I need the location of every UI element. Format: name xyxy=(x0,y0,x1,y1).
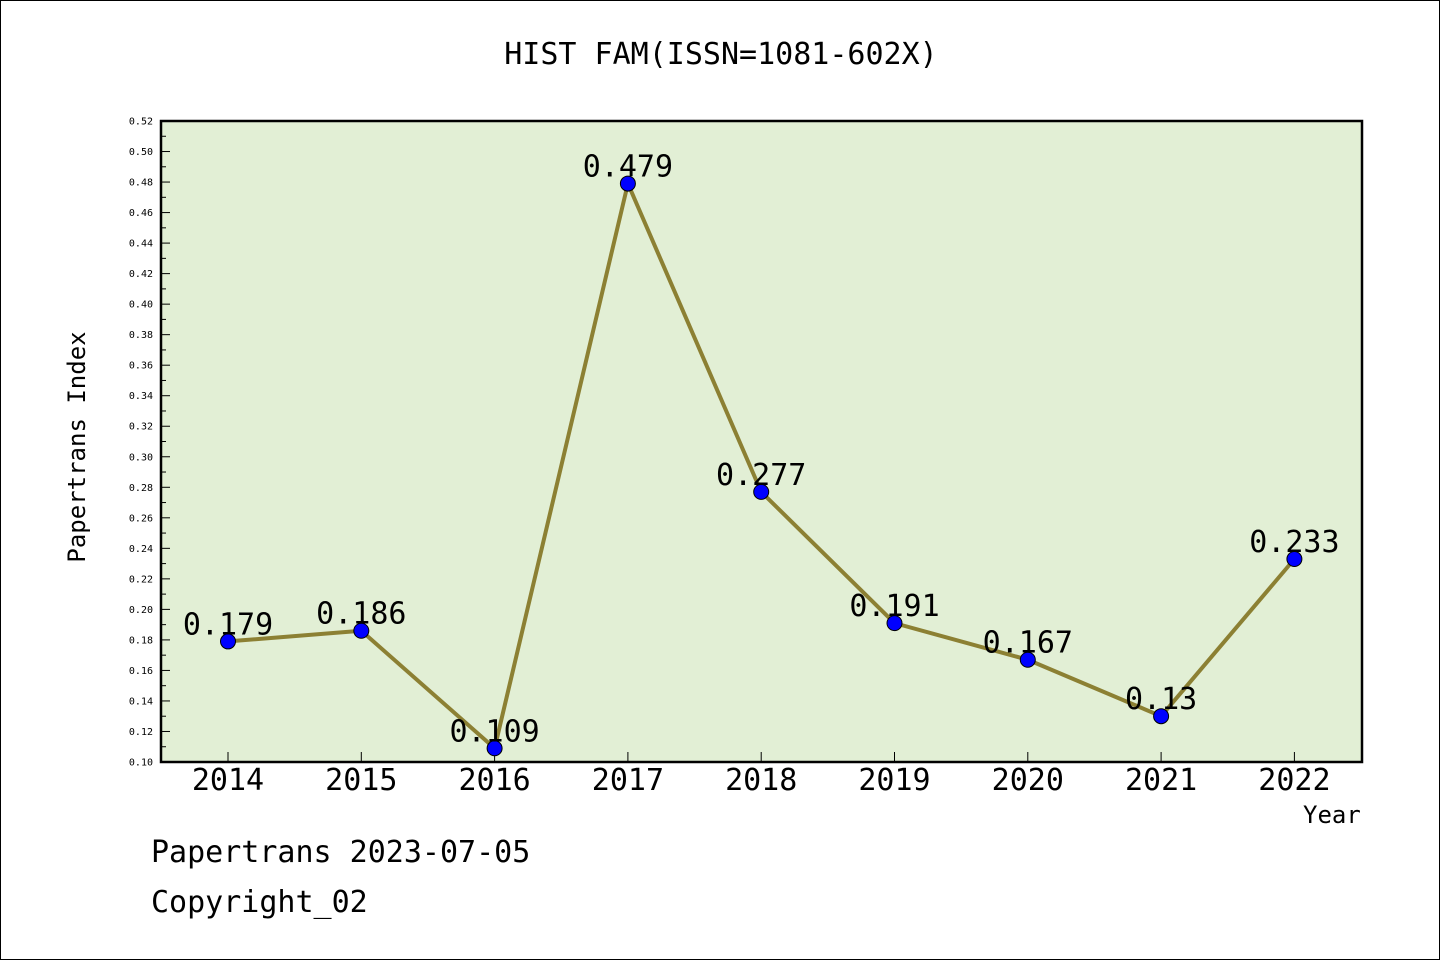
y-tick-label: 0.50 xyxy=(129,147,153,158)
data-point xyxy=(353,622,370,639)
y-tick-label: 0.52 xyxy=(129,117,153,128)
y-tick-label: 0.16 xyxy=(129,666,153,677)
data-label: 0.167 xyxy=(983,626,1073,661)
data-label: 0.277 xyxy=(716,458,806,493)
x-tick-label: 2021 xyxy=(1125,763,1197,798)
y-tick-label: 0.18 xyxy=(129,635,153,646)
x-tick-label: 2014 xyxy=(192,763,264,798)
y-tick-label: 0.26 xyxy=(129,513,153,524)
y-tick-label: 0.42 xyxy=(129,269,153,280)
y-tick-label: 0.30 xyxy=(129,452,153,463)
y-tick-label: 0.40 xyxy=(129,300,153,311)
data-point xyxy=(1019,651,1036,668)
y-tick-label: 0.38 xyxy=(129,330,153,341)
footer-date: Papertrans 2023-07-05 xyxy=(151,835,531,870)
data-point xyxy=(220,633,236,650)
chart-title: HIST FAM(ISSN=1081-602X) xyxy=(504,37,938,72)
plot-area xyxy=(161,121,1362,762)
y-tick-label: 0.28 xyxy=(129,483,153,494)
data-point xyxy=(1153,708,1170,725)
data-label: 0.179 xyxy=(183,607,273,642)
data-label: 0.109 xyxy=(449,714,539,749)
y-tick-label: 0.34 xyxy=(129,391,153,402)
y-tick-label: 0.12 xyxy=(129,727,153,738)
y-tick-label: 0.20 xyxy=(129,605,153,616)
y-tick-label: 0.32 xyxy=(129,422,153,433)
y-tick-label: 0.48 xyxy=(129,178,153,189)
y-tick-label: 0.22 xyxy=(129,574,153,585)
y-tick-label: 0.10 xyxy=(129,758,153,769)
footer-copyright: Copyright_02 xyxy=(151,885,368,920)
x-tick-label: 2020 xyxy=(992,763,1064,798)
x-axis-label: Year xyxy=(1303,801,1361,829)
x-tick-label: 2018 xyxy=(725,763,797,798)
plot-frame xyxy=(159,119,1364,764)
x-tick-label: 2016 xyxy=(458,763,530,798)
y-tick-label: 0.46 xyxy=(129,208,153,219)
data-label: 0.233 xyxy=(1249,525,1339,560)
data-label: 0.186 xyxy=(316,597,406,632)
data-label: 0.13 xyxy=(1125,682,1197,717)
data-point xyxy=(886,615,903,632)
data-point xyxy=(753,483,770,500)
data-point xyxy=(1286,551,1303,568)
y-tick-label: 0.36 xyxy=(129,361,153,372)
data-point xyxy=(486,740,503,757)
data-label: 0.479 xyxy=(583,150,673,185)
data-label: 0.191 xyxy=(849,589,939,624)
x-tick-label: 2019 xyxy=(858,763,930,798)
x-tick-label: 2022 xyxy=(1258,763,1330,798)
y-tick-label: 0.44 xyxy=(129,239,153,250)
x-tick-label: 2017 xyxy=(592,763,664,798)
data-point xyxy=(619,175,636,192)
y-tick-label: 0.14 xyxy=(129,696,153,707)
x-tick-label: 2015 xyxy=(325,763,397,798)
y-tick-label: 0.24 xyxy=(129,544,153,555)
